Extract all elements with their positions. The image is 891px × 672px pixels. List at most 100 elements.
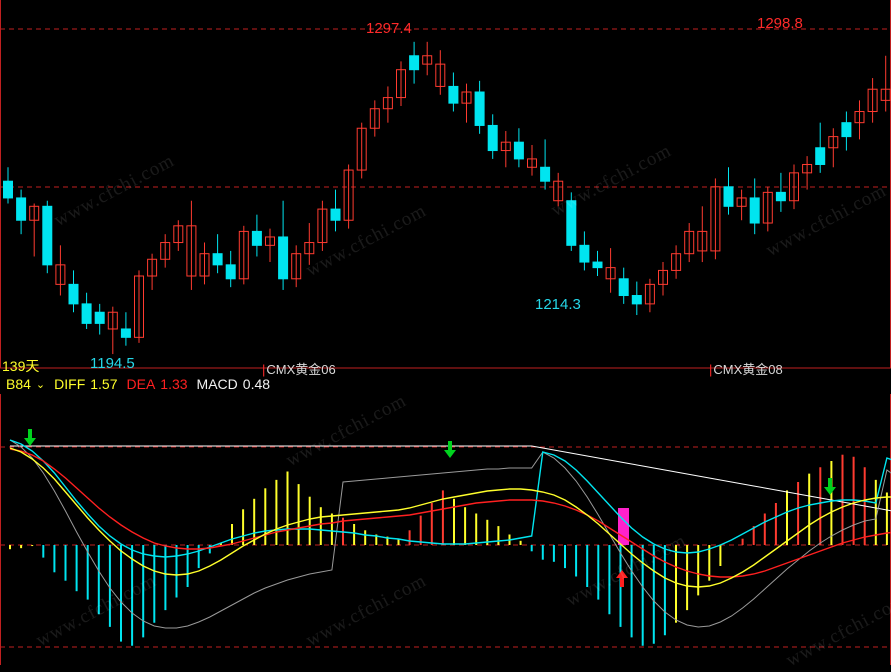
candlestick[interactable] [81,292,92,329]
candle-body [854,111,865,124]
candlestick[interactable] [304,223,315,265]
candlestick[interactable] [94,303,105,335]
candle-body [160,242,171,260]
candle-body [697,230,708,252]
candlestick[interactable] [160,234,171,268]
candlestick[interactable] [880,55,891,112]
candlestick[interactable] [697,206,708,263]
candlestick[interactable] [867,78,878,123]
candle-body [94,311,105,324]
candlestick[interactable] [343,164,354,229]
candle-body [841,122,852,138]
candlestick[interactable] [382,86,393,123]
candlestick[interactable] [513,128,524,168]
sell-arrow-icon[interactable] [444,441,456,458]
candlestick[interactable] [278,200,289,290]
candlestick[interactable] [369,100,380,137]
candlestick[interactable] [710,178,721,260]
candlestick[interactable] [841,111,852,151]
candlestick[interactable] [487,114,498,159]
candlestick[interactable] [644,278,655,313]
candle-body [304,242,315,255]
candlestick[interactable] [225,250,236,288]
contract-marker-08[interactable]: |CMX黄金08 [709,362,783,377]
candlestick[interactable] [684,223,695,263]
price-high-label: 1297.4 [366,20,412,37]
candlestick[interactable] [147,253,158,290]
macd-indicator-panel[interactable] [0,394,891,665]
candlestick[interactable] [566,192,577,251]
candlestick[interactable] [55,245,66,296]
candlestick[interactable] [356,122,367,179]
price-low-label: 1214.3 [535,296,581,313]
contract-marker-06[interactable]: |CMX黄金06 [262,362,336,377]
candlestick[interactable] [671,245,682,279]
candlestick[interactable] [120,312,131,346]
candlestick[interactable] [435,50,446,95]
candlestick[interactable] [631,281,642,316]
candlestick[interactable] [3,167,13,204]
candlestick[interactable] [396,61,406,106]
candlestick[interactable] [422,41,433,76]
candlestick[interactable] [854,100,865,140]
arrow-head [824,487,836,495]
sell-arrow-icon[interactable] [824,478,836,495]
candle-body [513,141,524,160]
candlestick[interactable] [238,225,249,285]
candlestick[interactable] [134,270,144,343]
candlestick[interactable] [540,139,551,190]
buy-arrow-icon[interactable] [616,570,628,587]
candlestick[interactable] [802,156,813,190]
candlestick[interactable] [317,200,328,251]
arrow-head [24,438,36,446]
candle-body [396,69,406,99]
candlestick[interactable] [474,80,485,134]
candlestick[interactable] [658,262,668,296]
candlestick[interactable] [789,164,799,210]
candlestick[interactable] [199,242,210,285]
candlestick[interactable] [592,250,603,276]
candlestick[interactable] [173,220,184,251]
macd-macd-value: 0.48 [242,376,271,392]
candle-body [592,261,603,269]
candlestick[interactable] [762,186,773,232]
candle-body [343,169,354,221]
candlestick[interactable] [579,231,590,271]
candlestick[interactable] [553,172,564,207]
candlestick[interactable] [186,200,197,290]
candlestick[interactable] [16,189,27,235]
candlestick[interactable] [749,178,760,235]
candle-body [579,244,590,263]
candle-body [278,236,289,280]
candlestick[interactable] [723,167,734,215]
candlestick[interactable] [448,72,459,112]
candlestick[interactable] [409,41,420,84]
candlestick[interactable] [527,144,537,176]
macd-period-label[interactable]: B84 [6,376,31,392]
candlestick[interactable] [605,248,616,293]
candlestick[interactable] [330,189,341,232]
candlestick[interactable] [815,122,826,173]
candlestick[interactable] [461,83,472,123]
candlestick[interactable] [212,234,223,274]
candlestick[interactable] [107,306,118,355]
candlestick[interactable] [828,128,839,168]
price-candlestick-panel[interactable] [0,0,891,374]
candle-body [291,253,302,280]
candlestick[interactable] [42,200,53,274]
candlestick[interactable] [29,203,40,257]
candlestick[interactable] [500,131,511,168]
macd-legend-bar[interactable]: B84 ⌄ DIFF 1.57 DEA 1.33 MACD 0.48 [0,374,891,394]
candlestick[interactable] [68,270,79,313]
candlestick[interactable] [265,228,275,263]
candlestick[interactable] [291,245,302,288]
candlestick[interactable] [251,214,262,257]
chevron-down-icon[interactable]: ⌄ [35,378,46,391]
candlestick[interactable] [775,172,786,212]
candle-body [684,230,695,255]
candlestick[interactable] [618,267,629,304]
macd-highlight-bar[interactable] [618,508,629,545]
candlestick[interactable] [736,189,747,221]
sell-arrow-icon[interactable] [24,429,36,446]
